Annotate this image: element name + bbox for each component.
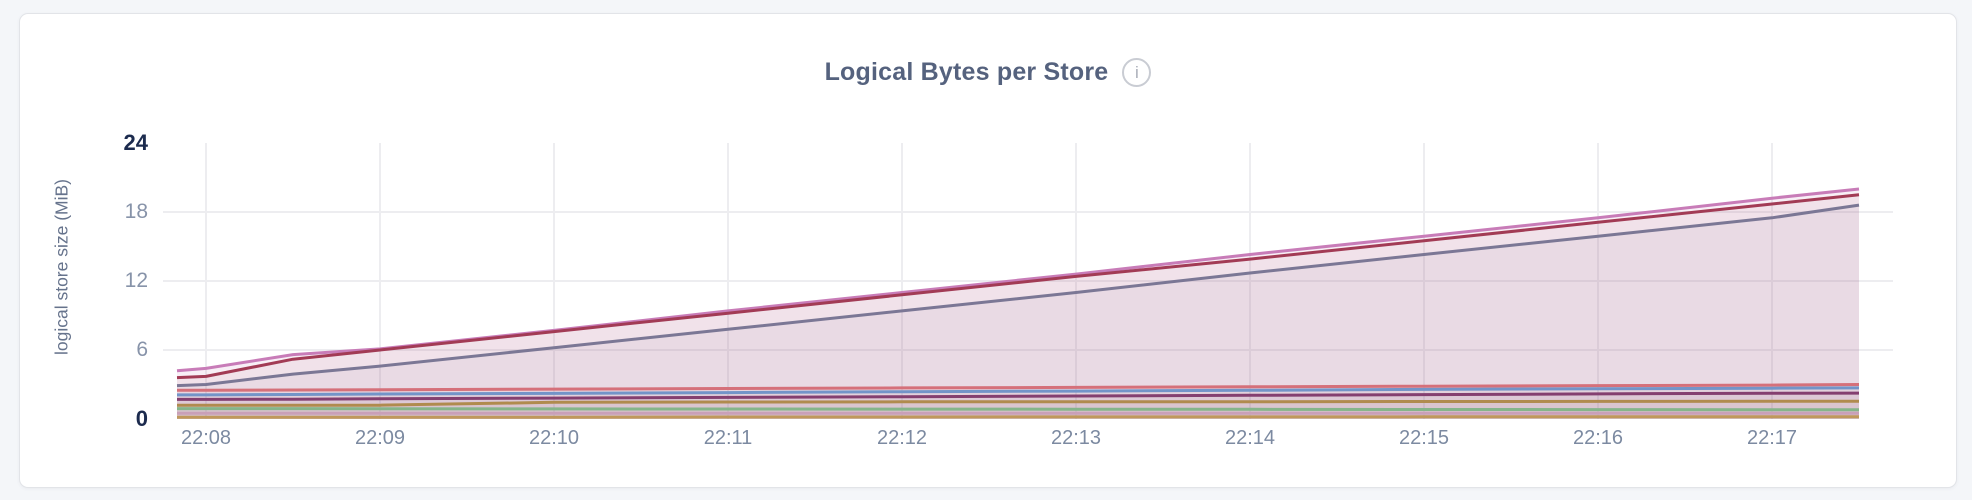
- info-icon[interactable]: i: [1122, 58, 1152, 87]
- x-tick-label: 22:11: [703, 427, 753, 449]
- series-line-7: [177, 399, 1859, 407]
- series-area-3: [177, 205, 1859, 419]
- x-tick-label: 22:13: [1050, 427, 1102, 449]
- x-tick-label: 22:12: [876, 427, 928, 449]
- y-tick-label: 0: [135, 406, 148, 431]
- series-line-5: [177, 386, 1860, 397]
- chart-title: Logical Bytes per Store: [824, 58, 1109, 86]
- series-area-1: [177, 189, 1859, 419]
- x-tick-label: 22:09: [354, 427, 406, 449]
- x-tick-label: 22:17: [1746, 427, 1798, 449]
- y-tick-label: 18: [124, 200, 148, 223]
- series-line-10: [177, 415, 1859, 419]
- y-tick-label: 12: [124, 269, 148, 292]
- y-tick-label: 24: [123, 130, 148, 155]
- series-line-1: [176, 187, 1860, 373]
- series-line-2: [176, 193, 1860, 380]
- series-line-3: [176, 203, 1860, 388]
- series-area-2: [177, 194, 1859, 419]
- x-tick-label: 22:10: [528, 427, 580, 449]
- info-icon-glyph: i: [1135, 63, 1139, 82]
- x-tick-label: 22:14: [1224, 427, 1276, 449]
- chart-header: Logical Bytes per Store i: [20, 58, 1956, 87]
- series-line-4: [177, 383, 1860, 392]
- x-tick-label: 22:08: [180, 427, 232, 449]
- series-line-6: [177, 391, 1860, 401]
- y-tick-label: 6: [136, 338, 148, 361]
- x-tick-label: 22:15: [1398, 427, 1450, 449]
- series-line-8: [177, 407, 1860, 412]
- x-tick-label: 22:16: [1572, 427, 1624, 449]
